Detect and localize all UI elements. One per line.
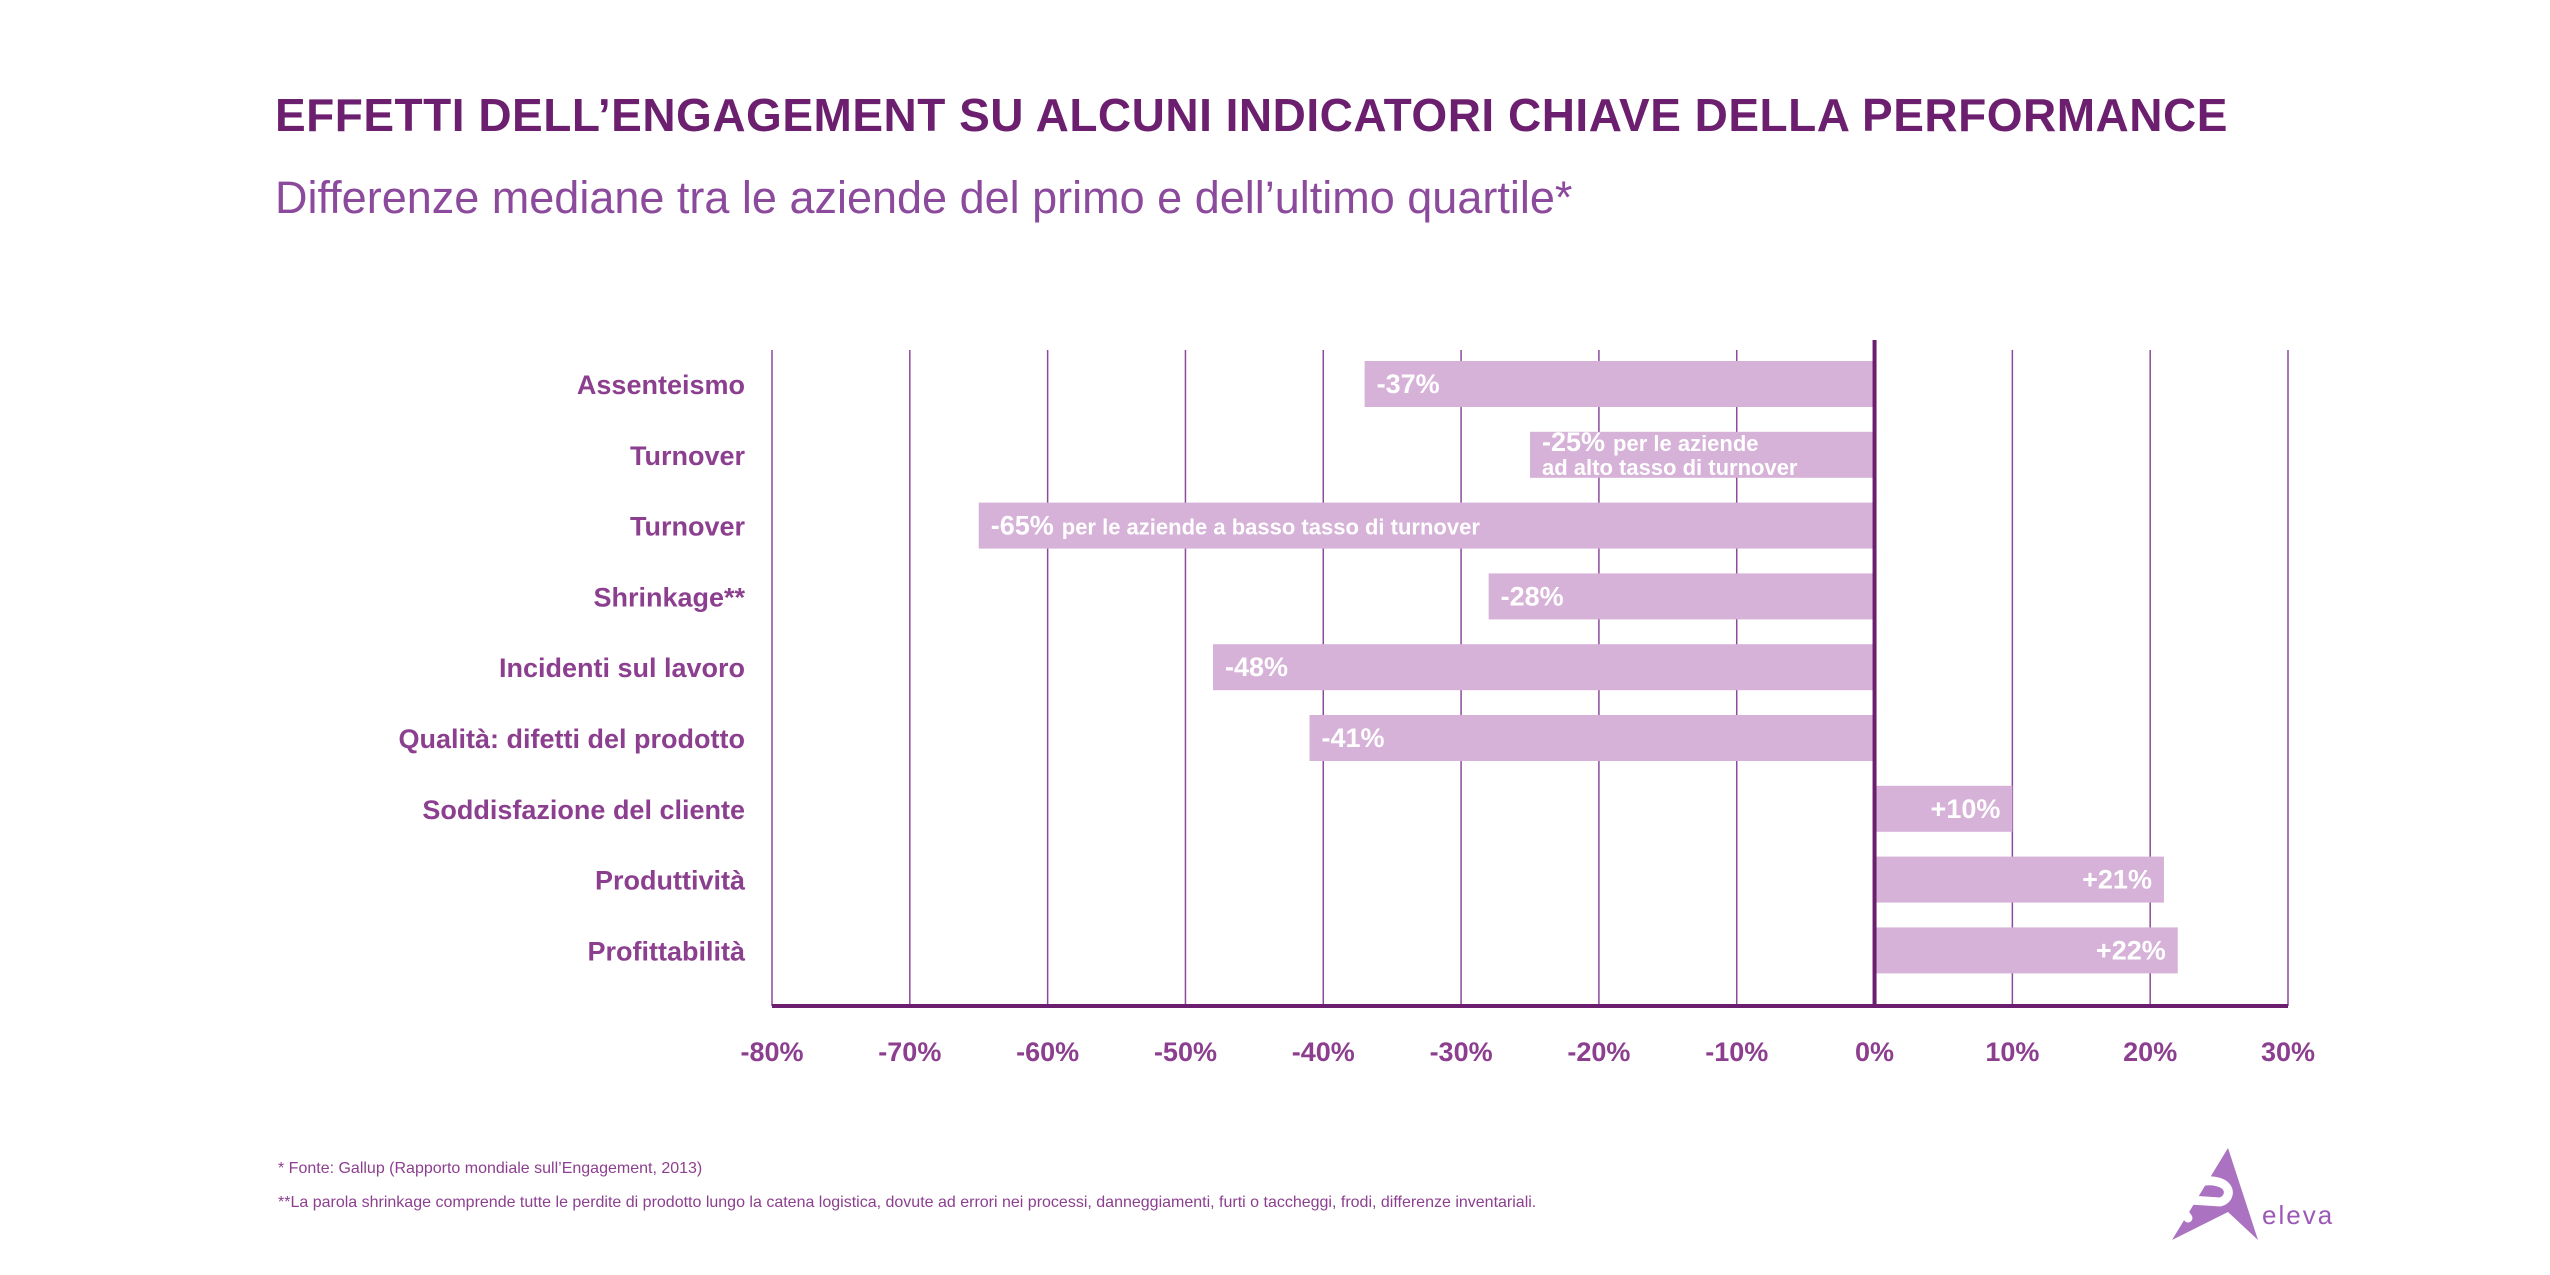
bar — [1364, 361, 1875, 407]
category-label: Produttività — [595, 866, 746, 896]
bar — [1530, 431, 1875, 478]
page-subtitle: Differenze mediane tra le aziende del pr… — [275, 172, 1573, 223]
x-tick-label: 30% — [2261, 1037, 2315, 1067]
x-tick-label: 10% — [1985, 1037, 2039, 1067]
x-tick-label: -60% — [1016, 1037, 1079, 1067]
x-tick-label: 20% — [2123, 1037, 2177, 1067]
category-label: Incidenti sul lavoro — [499, 653, 745, 683]
category-label: Profittabilità — [587, 936, 745, 966]
bar — [1309, 715, 1875, 761]
footnote-shrinkage: **La parola shrinkage comprende tutte le… — [278, 1194, 1537, 1211]
bar — [1874, 856, 2164, 903]
bar-value-label: -65% per le aziende a basso tasso di turn… — [991, 511, 1481, 541]
bar-note-label: ad alto tasso di turnover — [1542, 455, 1798, 480]
bar — [1488, 573, 1875, 620]
footnotes: * Fonte: Gallup (Rapporto mondiale sull’… — [278, 1152, 1536, 1220]
x-tick-label: 0% — [1855, 1037, 1894, 1067]
bar — [1874, 785, 2013, 832]
eleva-logo: eleva — [2168, 1140, 2348, 1255]
category-label: Shrinkage** — [593, 582, 745, 612]
category-label: Turnover — [630, 441, 746, 471]
x-tick-label: -10% — [1705, 1037, 1768, 1067]
footnote-source: * Fonte: Gallup (Rapporto mondiale sull’… — [278, 1160, 703, 1177]
bar-value-label: -48% — [1225, 652, 1288, 682]
bar-value-label: +22% — [2096, 935, 2166, 965]
bar-value-label: -37% — [1377, 369, 1440, 399]
x-tick-label: -20% — [1567, 1037, 1630, 1067]
x-tick-label: -80% — [740, 1037, 803, 1067]
x-tick-label: -40% — [1292, 1037, 1355, 1067]
bar-value-label: -41% — [1321, 723, 1384, 753]
x-tick-label: -30% — [1430, 1037, 1493, 1067]
eleva-arrow-logo-icon: eleva — [2172, 1148, 2334, 1240]
bar-value-label: -25% per le aziende — [1542, 427, 1759, 457]
category-labels: Assenteismo Turnover Turnover Shrinkage** In… — [399, 370, 746, 966]
bar — [1874, 927, 2178, 974]
bar-value-label: +10% — [1931, 794, 2001, 824]
bar — [1213, 644, 1875, 691]
x-tick-label: -50% — [1154, 1037, 1217, 1067]
x-tick-label: -70% — [878, 1037, 941, 1067]
category-label: Soddisfazione del cliente — [422, 795, 745, 825]
axes — [772, 340, 2288, 1008]
category-label: Assenteismo — [577, 370, 745, 400]
x-axis-tick-labels: -80% -70% -60% -50% -40% -30% -20% -10% 0% 10% 20%… — [740, 1037, 2315, 1067]
page-title: EFFETTI DELL’ENGAGEMENT SU ALCUNI INDICA… — [275, 89, 2228, 141]
bar-value-label: -28% — [1501, 581, 1564, 611]
category-label: Turnover — [630, 512, 746, 542]
logo-wordmark: eleva — [2262, 1200, 2334, 1230]
category-label: Qualità: difetti del prodotto — [399, 724, 745, 754]
bar — [978, 502, 1875, 549]
bar-value-label: +21% — [2082, 865, 2152, 895]
